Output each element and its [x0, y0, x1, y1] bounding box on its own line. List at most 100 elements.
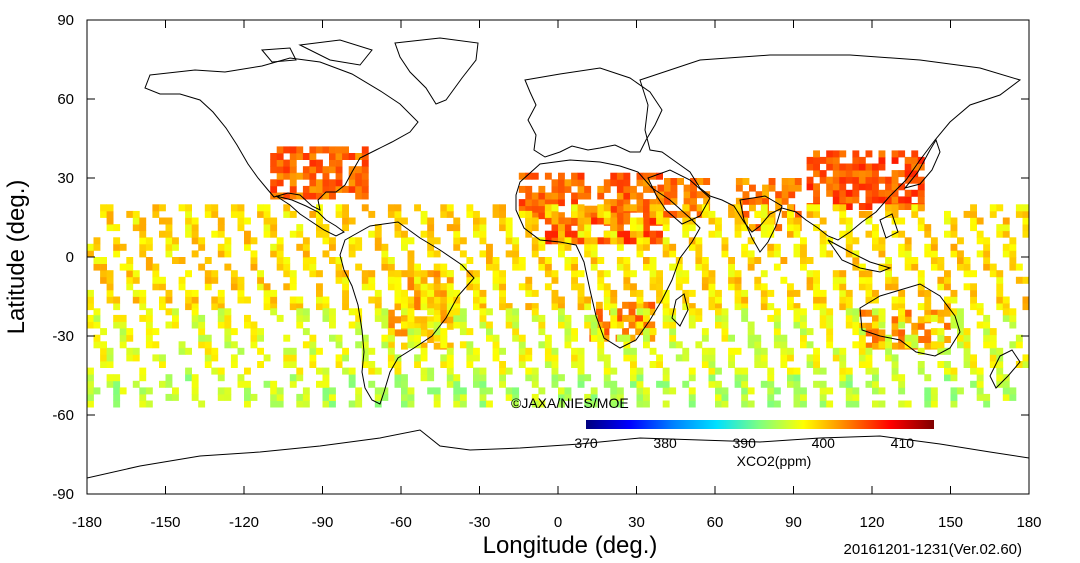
xco2-cell: [538, 387, 546, 395]
xco2-cell: [329, 257, 336, 264]
xco2-cell: [976, 374, 984, 382]
xco2-cell: [904, 196, 912, 204]
xco2-cell: [584, 237, 592, 245]
xco2-cell: [544, 361, 552, 368]
xco2-cell: [518, 341, 526, 349]
xco2-cell: [100, 347, 107, 355]
xco2-cell: [322, 237, 330, 245]
xco2-cell: [459, 250, 467, 258]
xco2-cell: [479, 393, 487, 401]
xco2-cell: [590, 205, 598, 213]
xco2-cell: [787, 380, 794, 388]
xco2-cell: [531, 308, 539, 316]
xco2-cell: [898, 342, 906, 350]
xco2-cell: [427, 329, 435, 337]
xco2-cell: [499, 224, 506, 232]
xco2-cell: [643, 212, 650, 220]
xco2-cell: [656, 283, 663, 291]
xco2-cell: [276, 192, 284, 200]
xco2-cell: [512, 243, 520, 251]
xco2-cell: [602, 328, 610, 336]
xco2-cell: [603, 179, 611, 187]
xco2-cell: [597, 192, 605, 200]
xco2-cell: [152, 328, 160, 336]
xco2-cell: [165, 321, 173, 329]
xco2-cell: [898, 243, 906, 251]
xco2-cell: [865, 176, 873, 184]
xco2-cell: [603, 237, 611, 245]
xco2-cell: [911, 204, 919, 212]
xco2-cell: [381, 321, 389, 329]
xco2-cell: [257, 361, 264, 368]
xco2-cell: [858, 183, 866, 191]
xco2-cell: [615, 314, 623, 322]
xco2-cell: [917, 217, 925, 225]
xco2-cell: [577, 354, 585, 362]
xco2-cell: [826, 341, 834, 349]
xco2-cell: [316, 185, 323, 193]
xco2-cell: [911, 334, 919, 342]
xco2-cell: [682, 224, 690, 232]
xco2-cell: [499, 303, 506, 311]
y-tick-label: -60: [52, 407, 74, 424]
xco2-cell: [878, 243, 886, 251]
xco2-cell: [211, 204, 219, 212]
xco2-cell: [289, 361, 297, 368]
x-tick-label: -180: [72, 514, 102, 531]
xco2-cell: [283, 334, 291, 342]
xco2-cell: [211, 303, 219, 311]
xco2-cell: [970, 361, 977, 368]
xco2-cell: [132, 276, 140, 284]
xco2-cell: [564, 217, 572, 225]
xco2-cell: [492, 334, 500, 342]
xco2-cell: [276, 387, 284, 395]
xco2-cell: [198, 243, 206, 251]
xco2-cell: [551, 361, 559, 368]
xco2-cell: [976, 367, 984, 375]
xco2-cell: [571, 179, 578, 187]
xco2-cell: [891, 367, 899, 375]
xco2-cell: [394, 217, 402, 225]
xco2-cell: [551, 289, 559, 297]
xco2-cell: [891, 183, 899, 191]
xco2-cell: [584, 303, 592, 311]
xco2-cell: [276, 179, 284, 187]
xco2-cell: [603, 283, 611, 291]
xco2-cell: [302, 172, 310, 180]
xco2-cell: [852, 341, 860, 349]
xco2-cell: [420, 316, 428, 324]
xco2-cell: [590, 257, 598, 264]
xco2-cell: [473, 367, 480, 375]
xco2-cell: [734, 347, 742, 355]
xco2-cell: [780, 341, 788, 349]
xco2-cell: [924, 230, 932, 238]
xco2-cell: [636, 303, 644, 311]
xco2-cell: [250, 263, 258, 271]
xco2-cell: [420, 276, 428, 284]
xco2-cell: [544, 334, 552, 342]
xco2-cell: [917, 347, 925, 355]
xco2-cell: [374, 230, 382, 238]
xco2-cell: [270, 289, 278, 297]
xco2-cell: [486, 243, 493, 251]
xco2-cell: [329, 159, 336, 167]
xco2-cell: [479, 250, 487, 258]
xco2-cell: [937, 257, 945, 264]
xco2-cell: [603, 204, 611, 212]
xco2-cell: [538, 314, 546, 322]
xco2-cell: [433, 270, 441, 278]
xco2-cell: [703, 197, 711, 205]
xco2-cell: [793, 367, 801, 375]
xco2-cell: [296, 303, 304, 311]
xco2-cell: [217, 387, 225, 395]
xco2-cell: [577, 289, 585, 297]
xco2-cell: [930, 314, 938, 322]
xco2-cell: [690, 204, 697, 212]
xco2-cell: [865, 347, 873, 355]
xco2-cell: [473, 289, 480, 297]
xco2-cell: [852, 163, 860, 171]
xco2-cell: [800, 341, 807, 349]
xco2-cell: [735, 184, 743, 192]
xco2-cell: [643, 308, 650, 316]
xco2-cell: [669, 263, 677, 271]
